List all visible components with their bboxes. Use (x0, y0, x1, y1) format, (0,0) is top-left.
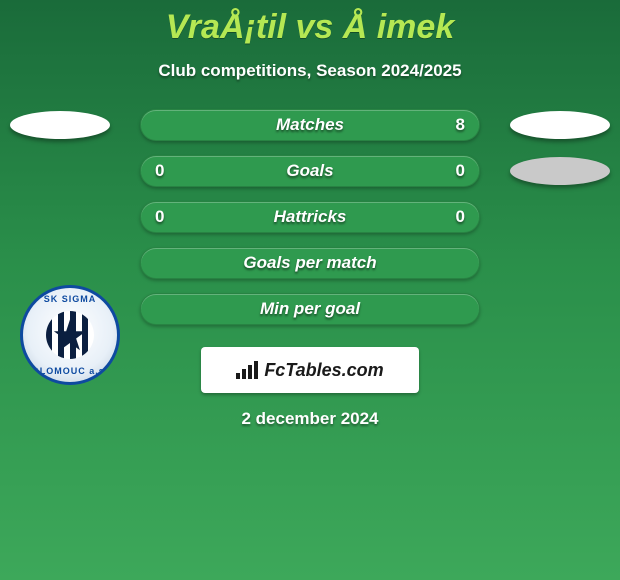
brand-label: FcTables.com (236, 360, 383, 381)
player-left-flag (10, 111, 110, 139)
stat-label: Goals (141, 161, 479, 181)
club-crest: SK SIGMA ★ OLOMOUC a.s. (20, 285, 120, 385)
brand-box[interactable]: FcTables.com (201, 347, 419, 393)
stat-label: Matches (141, 115, 479, 135)
player-right-flag-secondary (510, 157, 610, 185)
stat-pill-goals: 0 Goals 0 (140, 155, 480, 187)
stat-pill-matches: Matches 8 (140, 109, 480, 141)
stat-pill-mpg: Min per goal (140, 293, 480, 325)
stat-label: Hattricks (141, 207, 479, 227)
brand-text: FcTables.com (264, 360, 383, 381)
crest-text-bottom: OLOMOUC a.s. (23, 366, 117, 376)
stat-row: 0 Goals 0 (0, 155, 620, 187)
stat-label: Goals per match (141, 253, 479, 273)
star-icon: ★ (46, 311, 94, 359)
stat-left-value: 0 (155, 161, 164, 181)
stat-pill-hattricks: 0 Hattricks 0 (140, 201, 480, 233)
player-right-flag (510, 111, 610, 139)
date-label: 2 december 2024 (0, 409, 620, 429)
stat-right-value: 0 (456, 161, 465, 181)
comparison-subtitle: Club competitions, Season 2024/2025 (0, 61, 620, 81)
stat-right-value: 0 (456, 207, 465, 227)
stat-pill-gpm: Goals per match (140, 247, 480, 279)
comparison-title: VraÅ¡til vs Å imek (0, 0, 620, 47)
stat-row: 0 Hattricks 0 (0, 201, 620, 233)
stat-right-value: 8 (456, 115, 465, 135)
crest-text-top: SK SIGMA (23, 294, 117, 304)
stat-label: Min per goal (141, 299, 479, 319)
bars-icon (236, 361, 260, 379)
stat-row: Matches 8 (0, 109, 620, 141)
stat-left-value: 0 (155, 207, 164, 227)
stat-row: Goals per match (0, 247, 620, 279)
stats-container: Matches 8 0 Goals 0 0 Hattricks 0 Goals … (0, 109, 620, 325)
